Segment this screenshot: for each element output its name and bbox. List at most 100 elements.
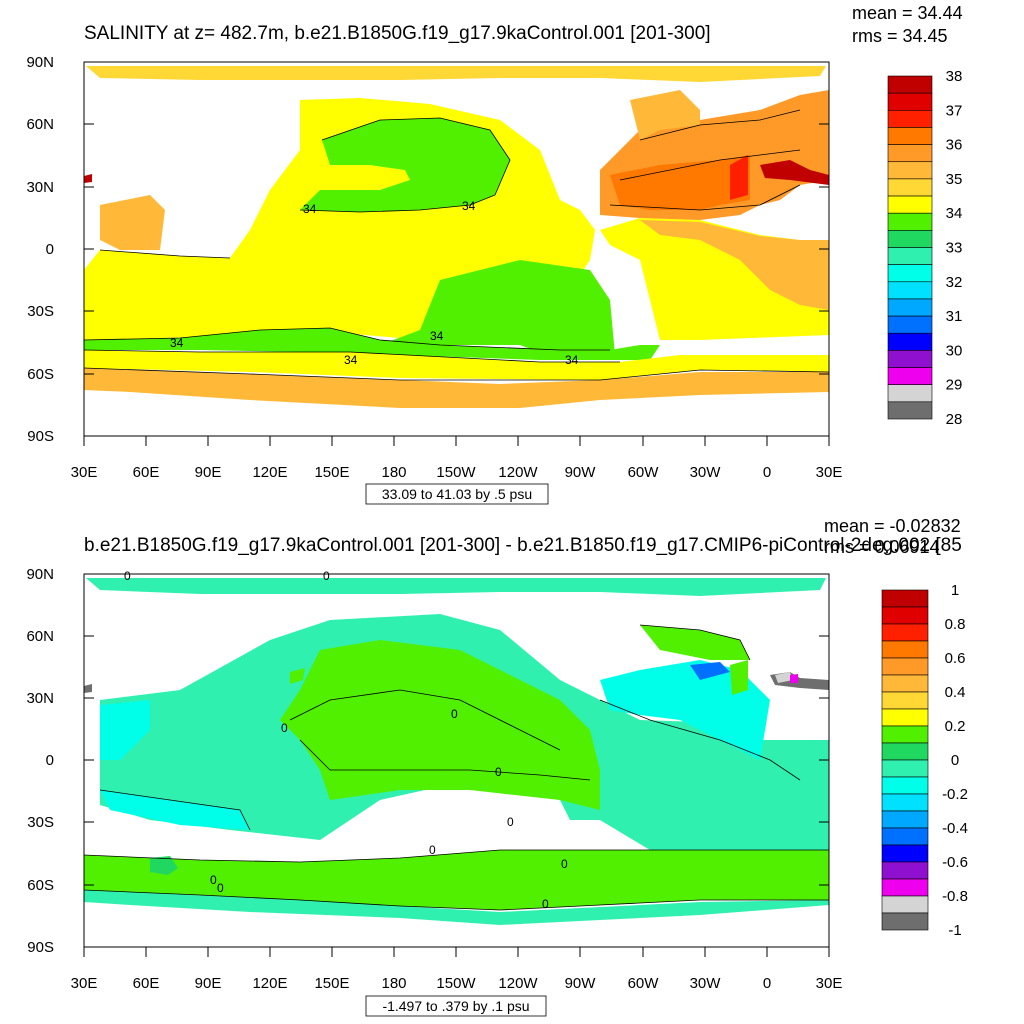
top-colorbar-label: 36 [946,137,963,154]
top-contours [83,109,830,381]
top-colorbar-box [887,230,933,248]
top-south-pacific-fresh [380,260,615,360]
bottom-contour-label: 0 [210,873,217,887]
top-antarctic-band [84,368,829,408]
lon-tick-label: 90W [565,464,597,481]
bottom-colorbar-box [881,810,929,829]
top-colorbar-box [887,110,933,128]
top-colorbar-box [887,212,933,231]
top-contour-label: 34 [303,202,317,216]
top-colorbar: 38 37 36 35 34 33 32 31 30 29 28 [887,68,963,428]
top-lon-labels: 30E 60E 90E 120E 150E 180 150W 120W 90W … [71,464,843,481]
top-info-box: 33.09 to 41.03 by .5 psu [365,483,549,505]
svg-text:33.09 to 41.03 by .5 psu: 33.09 to 41.03 by .5 psu [382,486,532,502]
bottom-colorbar-box [881,623,929,642]
lon-tick-label: 60E [133,975,160,992]
bottom-colorbar-box [881,657,929,676]
top-indian-region [100,255,330,340]
bottom-colorbar-box [881,589,929,608]
lat-tick-label: 60N [26,628,54,645]
bottom-colorbar-label: 1 [951,582,959,599]
lon-tick-label: 60E [133,464,160,481]
top-colorbar-label: 34 [946,205,963,222]
top-red-sea [84,174,92,183]
lat-tick-label: 60S [27,366,54,383]
bottom-contour-label: 0 [429,843,436,857]
top-colorbar-label: 29 [946,377,963,394]
bottom-colorbar-box [881,861,929,880]
top-colorbar-box [887,264,933,283]
bottom-southern-green [84,850,829,910]
bottom-med-light [775,672,793,683]
lon-tick-label: 150E [314,975,349,992]
top-title: SALINITY at z= 482.7m, b.e21.B1850G.f19_… [84,23,711,44]
top-contour-label: 34 [344,353,358,367]
lat-tick-label: 0 [46,241,54,258]
lat-tick-label: 60S [27,877,54,894]
lat-tick-label: 90N [26,54,54,71]
top-colorbar-box [887,75,933,94]
lat-tick-label: 60N [26,116,54,133]
lon-tick-label: 180 [381,464,406,481]
top-colorbar-box [887,247,933,265]
lon-tick-label: 30E [71,975,98,992]
top-axis-ticks [83,61,830,446]
bottom-japan-sea [290,668,305,684]
top-colorbar-label: 32 [946,274,963,291]
bottom-axis-ticks [83,573,830,957]
top-lat-labels: 90N 60N 30N 0 30S 60S 90S [26,54,54,445]
top-colorbar-label: 28 [946,411,963,428]
bottom-colorbar-box [881,708,929,727]
bottom-colorbar-label: 0.6 [945,650,966,667]
bottom-mean: mean = -0.02832 [824,516,961,536]
lon-tick-label: 120E [252,464,287,481]
lon-tick-label: 0 [763,464,771,481]
bottom-med-magenta [790,674,798,683]
lon-tick-label: 180 [381,975,406,992]
bottom-colorbar-box [881,912,929,931]
top-colorbar-box [887,315,933,334]
lat-tick-label: 0 [46,752,54,769]
bottom-contour-label: 0 [451,707,458,721]
top-mediterranean-outflow [730,155,748,200]
bottom-contour-label: 0 [561,857,568,871]
top-southern-band [84,328,660,360]
bottom-colorbar-box [881,674,929,693]
bottom-colorbar-box [881,776,929,795]
bottom-indian-fresh [100,790,250,830]
top-panel: SALINITY at z= 482.7m, b.e21.B1850G.f19_… [26,3,963,505]
top-colorbar-label: 33 [946,240,963,257]
bottom-med-outflow [730,660,748,695]
top-contour-label: 34 [565,353,579,367]
bottom-contour-label: 0 [323,569,330,583]
bottom-colorbar-box [881,878,929,897]
top-mean: mean = 34.44 [852,3,963,23]
top-colorbar-box [887,384,933,403]
lon-tick-label: 0 [763,975,771,992]
bottom-colorbar-box [881,725,929,744]
top-colorbar-box [887,178,933,197]
bottom-colorbar: 1 0.8 0.6 0.4 0.2 0 -0.2 -0.4 -0.6 -0.8 -1 [881,582,968,939]
top-contour-label: 34 [430,329,444,343]
top-colorbar-label: 31 [946,308,963,325]
lat-tick-label: 30N [26,690,54,707]
bottom-red-sea [84,684,92,693]
top-atlantic-orange [640,220,829,310]
lat-tick-label: 90N [26,566,54,583]
top-colorbar-label: 35 [946,171,963,188]
bottom-rms: rms = 0.06914 [824,537,940,557]
lon-tick-label: 150W [436,464,476,481]
lon-tick-label: 150W [436,975,476,992]
lon-tick-label: 30W [690,464,722,481]
bottom-colorbar-box [881,895,929,914]
svg-text:-1.497 to .379 by .1 psu: -1.497 to .379 by .1 psu [382,998,529,1014]
bottom-colorbar-box [881,759,929,778]
bottom-arabian-sea [100,700,150,760]
bottom-north-atlantic [600,660,770,760]
bottom-contour-label: 0 [124,569,131,583]
lon-tick-label: 90E [195,464,222,481]
top-colorbar-label: 30 [946,342,963,359]
bottom-contour-label: 0 [217,881,224,895]
bottom-colorbar-box [881,742,929,761]
